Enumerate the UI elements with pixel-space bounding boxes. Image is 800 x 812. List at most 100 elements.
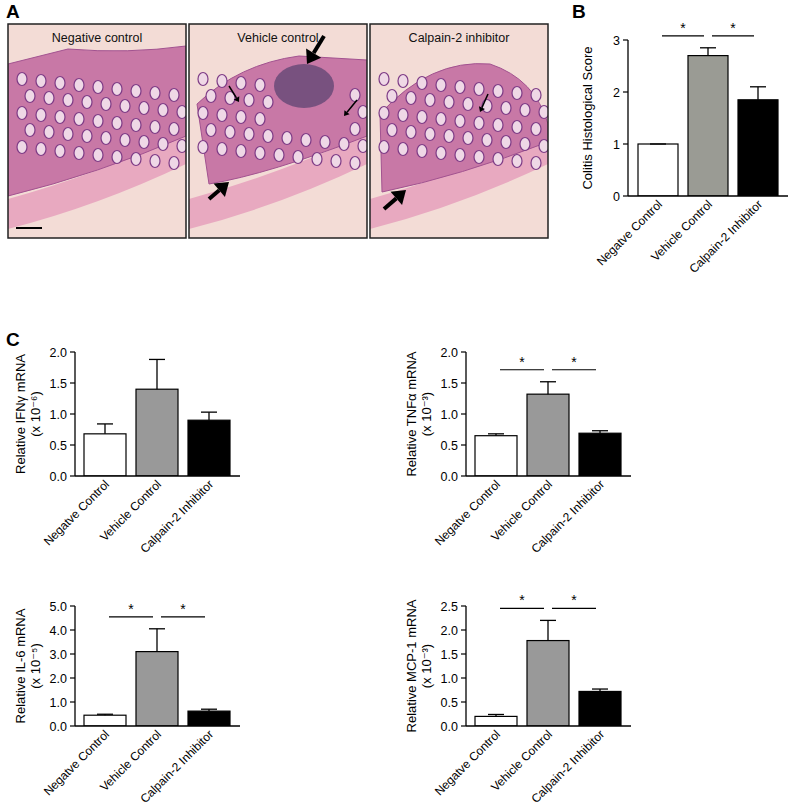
crypt bbox=[444, 96, 454, 109]
plot-area bbox=[84, 359, 230, 476]
image-content bbox=[189, 24, 367, 238]
crypt bbox=[112, 151, 122, 164]
crypt bbox=[150, 155, 160, 168]
arrow-head bbox=[479, 106, 485, 112]
y-tick bbox=[70, 413, 75, 414]
y-tick bbox=[461, 653, 466, 654]
y-tick-label: 2.0 bbox=[441, 624, 458, 638]
crypt bbox=[63, 128, 73, 141]
crypt bbox=[274, 149, 284, 162]
image-content bbox=[8, 24, 186, 238]
y-tick-label: 1.5 bbox=[50, 377, 67, 391]
crypt bbox=[379, 107, 389, 120]
histology-image: Calpain-2 inhibitor bbox=[370, 24, 549, 238]
mucosa bbox=[8, 46, 186, 196]
crypt bbox=[379, 73, 389, 86]
error-line bbox=[156, 629, 157, 652]
y-tick bbox=[70, 444, 75, 445]
y-tick-label: 0.0 bbox=[50, 470, 67, 484]
bar bbox=[188, 420, 230, 476]
scale-bar bbox=[16, 227, 42, 229]
crypt bbox=[198, 73, 208, 86]
error-line bbox=[104, 424, 105, 434]
image-frame bbox=[8, 24, 186, 238]
x-axis bbox=[466, 475, 631, 476]
y-tick bbox=[461, 413, 466, 414]
error-cap bbox=[592, 430, 608, 431]
bar-chart: 0.00.51.01.52.0Relative TNFα mRNA(x 10⁻³… bbox=[404, 346, 631, 556]
error-bar bbox=[750, 87, 766, 100]
crypt bbox=[17, 141, 27, 154]
error-line bbox=[707, 48, 708, 56]
category-label: Calpain-2 Inhibitor bbox=[528, 727, 607, 806]
y-tick-label: 0.0 bbox=[50, 720, 67, 734]
significance-star: * bbox=[519, 354, 525, 370]
crypt bbox=[44, 92, 54, 105]
y-tick bbox=[461, 677, 466, 678]
crypt bbox=[350, 89, 360, 102]
y-tick bbox=[461, 444, 466, 445]
crypt bbox=[63, 94, 73, 107]
crypt bbox=[301, 134, 311, 147]
y-tick-label: 4.0 bbox=[50, 624, 67, 638]
crypt bbox=[320, 136, 330, 149]
arrow-shaft bbox=[384, 198, 396, 209]
crypt bbox=[225, 126, 235, 139]
arrow-head bbox=[391, 190, 406, 205]
y-tick-label: 0.5 bbox=[441, 696, 458, 710]
bar bbox=[84, 434, 126, 476]
image-title: Calpain-2 inhibitor bbox=[409, 31, 510, 45]
crypt bbox=[331, 155, 341, 168]
image-frame bbox=[189, 24, 367, 238]
error-bar bbox=[201, 709, 217, 711]
plot-area bbox=[638, 48, 778, 196]
crypt bbox=[339, 138, 349, 151]
crypt bbox=[150, 121, 160, 134]
crypt bbox=[74, 147, 84, 160]
crypt bbox=[139, 136, 149, 149]
y-tick-label: 1.5 bbox=[441, 648, 458, 662]
y-axis-label: Relative TNFα mRNA bbox=[404, 351, 419, 476]
crypt bbox=[312, 153, 322, 166]
crypt bbox=[236, 145, 246, 158]
crypt bbox=[455, 149, 465, 162]
crypt bbox=[531, 157, 541, 170]
y-tick bbox=[623, 39, 628, 40]
crypt bbox=[474, 117, 484, 130]
panel-label: A bbox=[6, 1, 20, 22]
crypt bbox=[198, 141, 208, 154]
significance-star: * bbox=[571, 354, 577, 370]
y-tick bbox=[461, 382, 466, 383]
y-tick bbox=[70, 382, 75, 383]
bar bbox=[188, 711, 230, 726]
y-tick bbox=[70, 629, 75, 630]
crypt bbox=[55, 77, 65, 90]
crypt bbox=[131, 85, 141, 98]
y-tick-label: 1.0 bbox=[441, 408, 458, 422]
bar-chart: 0.01.02.03.04.05.0Relative IL-6 mRNA(x 1… bbox=[13, 600, 240, 806]
crypt bbox=[36, 109, 46, 122]
error-cap bbox=[97, 714, 113, 715]
crypt bbox=[463, 132, 473, 145]
crypt bbox=[425, 94, 435, 107]
bar bbox=[638, 144, 678, 196]
error-cap bbox=[540, 381, 556, 382]
crypt bbox=[17, 107, 27, 120]
y-tick-label: 2.0 bbox=[50, 346, 67, 360]
crypt bbox=[74, 79, 84, 92]
y-tick-label: 2 bbox=[613, 86, 620, 100]
plot-area bbox=[84, 629, 230, 726]
error-bar bbox=[592, 689, 608, 691]
plot-area bbox=[475, 620, 621, 726]
error-line bbox=[547, 382, 548, 394]
image-title: Vehicle control bbox=[237, 31, 318, 45]
crypt bbox=[255, 147, 265, 160]
error-bar bbox=[97, 424, 113, 434]
crypt bbox=[25, 124, 35, 137]
panel-label: B bbox=[572, 1, 586, 22]
crypt bbox=[417, 77, 427, 90]
error-bar bbox=[540, 382, 556, 394]
crypt bbox=[158, 104, 168, 117]
y-tick bbox=[461, 725, 466, 726]
arrow-shaft bbox=[229, 86, 236, 98]
